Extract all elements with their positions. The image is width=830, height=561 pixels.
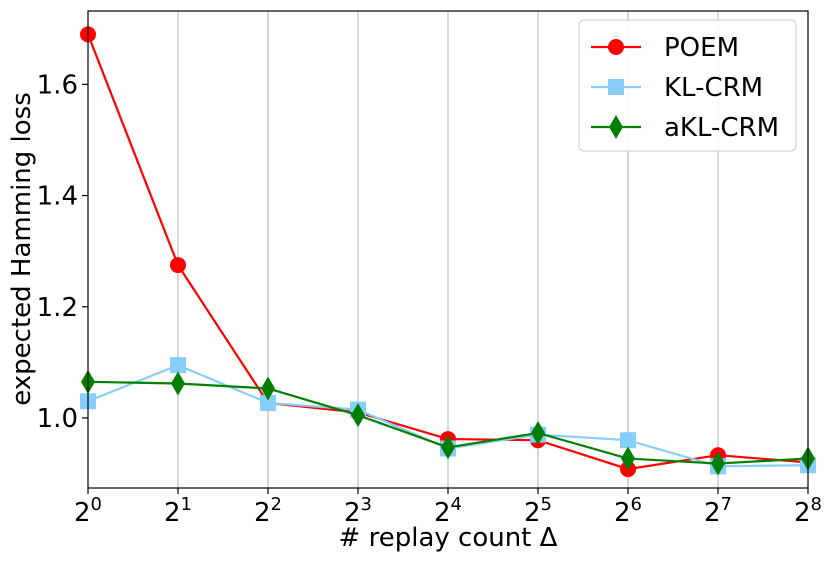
data-point-akl-crm xyxy=(711,451,725,476)
data-point-akl-crm xyxy=(171,371,185,396)
x-tick-label: 25 xyxy=(524,494,552,528)
data-point-akl-crm xyxy=(351,403,365,428)
data-point-poem xyxy=(170,257,186,274)
y-tick-label: 1.2 xyxy=(37,293,78,323)
y-axis-title: expected Hamming loss xyxy=(7,92,37,406)
series-layer xyxy=(80,26,816,478)
legend-label-poem: POEM xyxy=(664,33,739,63)
x-tick-label: 24 xyxy=(434,494,462,528)
data-point-akl-crm xyxy=(441,435,455,460)
y-tick-label: 1.4 xyxy=(37,182,78,212)
x-tick-label: 21 xyxy=(164,494,192,528)
legend-marker-poem xyxy=(608,39,624,55)
data-point-akl-crm xyxy=(531,420,545,445)
series-akl-crm xyxy=(81,369,815,476)
legend-marker-kl-crm xyxy=(608,79,624,95)
legend-marker-akl-crm xyxy=(609,115,623,139)
data-point-kl-crm xyxy=(620,432,636,449)
x-tick-label: 22 xyxy=(254,494,282,528)
legend-box xyxy=(578,19,797,152)
legend: POEM KL-CRM aKL-CRM xyxy=(578,19,797,152)
x-axis-title: # replay count Δ xyxy=(339,523,558,553)
x-tick-label: 20 xyxy=(74,494,102,528)
y-tick-label: 1.6 xyxy=(37,70,78,100)
legend-label-akl-crm: aKL-CRM xyxy=(664,113,779,143)
axes-layer: 20 21 22 23 24 25 26 27 28 1.0 1.2 1.4 1.6 xyxy=(37,70,822,528)
y-tick-label: 1.0 xyxy=(37,404,78,434)
legend-label-kl-crm: KL-CRM xyxy=(664,73,763,103)
data-point-kl-crm xyxy=(170,357,186,374)
data-point-akl-crm xyxy=(261,376,275,401)
x-tick-label: 23 xyxy=(344,494,372,528)
x-tick-label: 26 xyxy=(614,494,642,528)
x-tick-label: 27 xyxy=(704,494,732,528)
data-point-akl-crm xyxy=(621,446,635,471)
x-tick-label: 28 xyxy=(794,494,822,528)
data-point-kl-crm xyxy=(260,394,276,411)
